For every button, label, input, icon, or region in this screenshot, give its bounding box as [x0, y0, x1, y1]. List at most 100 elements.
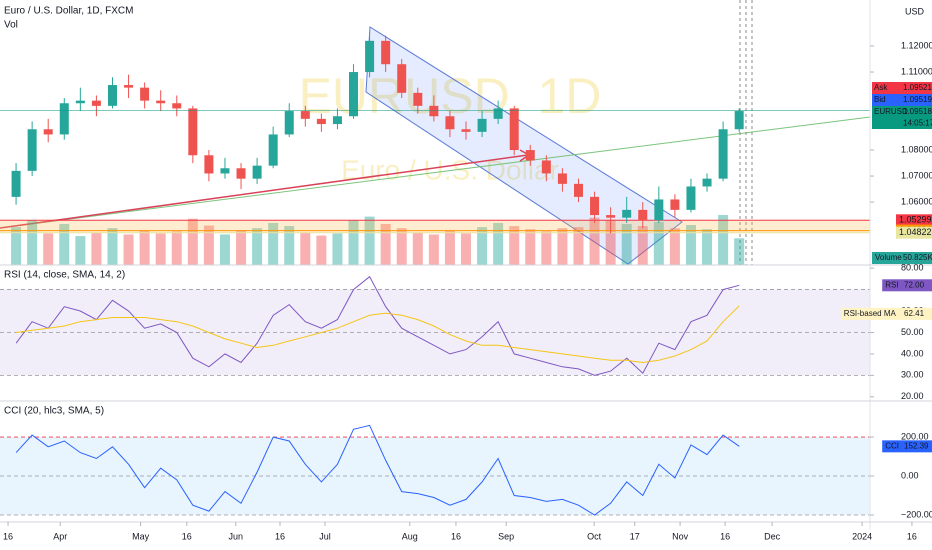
volume-bar — [396, 228, 407, 265]
level-tag-label: 1.04822 — [899, 227, 932, 237]
candle-body — [590, 196, 600, 216]
series-value-tag — [902, 307, 932, 320]
y-tick-label: 20.00 — [901, 391, 924, 401]
x-tick-label: 16 — [720, 531, 730, 541]
y-tick-label: 200.00 — [901, 431, 929, 441]
y-tick-label: 1.08000 — [901, 144, 932, 154]
x-tick-label: 16 — [3, 531, 13, 541]
volume-bar — [509, 226, 520, 265]
arrow-line — [0, 154, 529, 229]
series-name-tag — [882, 440, 902, 453]
candle-body — [702, 178, 712, 187]
plot-layer — [0, 33, 870, 516]
candle-body — [252, 165, 262, 179]
x-tick-label: 16 — [182, 531, 192, 541]
volume-title: Vol — [4, 20, 18, 31]
candle-body — [140, 87, 150, 101]
pane-title: CCI (20, hlc3, SMA, 5) — [4, 406, 104, 417]
volume-bar — [653, 221, 664, 265]
y-tick-label: 0.00 — [901, 470, 919, 480]
series-name: CCI — [885, 441, 899, 450]
volume-bar — [91, 232, 102, 265]
series-value-tag — [902, 440, 932, 453]
volume-bar — [75, 236, 86, 265]
volume-bar — [702, 229, 713, 265]
series-name-tag — [882, 279, 902, 292]
level-tag — [896, 226, 932, 239]
indicator-line — [16, 305, 740, 364]
indicator-line — [15, 275, 740, 376]
candle-body — [573, 183, 583, 197]
y-tick-label: 1.07000 — [901, 170, 932, 180]
volume-bar — [669, 228, 680, 265]
candle-body — [686, 186, 696, 210]
candle-body — [365, 40, 375, 73]
series-name: RSI — [885, 280, 898, 289]
price-tag-value: 1.09519 — [903, 95, 932, 104]
volume-tag-value: 50.825K — [903, 253, 932, 262]
price-tag — [872, 82, 932, 94]
candle-body — [734, 111, 744, 130]
candle-body — [606, 215, 616, 218]
currency: USD — [905, 6, 925, 16]
zone-band — [0, 220, 870, 233]
series-name: RSI-based MA — [844, 309, 897, 318]
x-tick-label: 16 — [275, 531, 285, 541]
volume-bar — [219, 234, 230, 265]
candle-body — [493, 108, 503, 119]
volume-bar — [621, 223, 632, 265]
y-tick-label: 1.12000 — [901, 40, 932, 50]
candle-body — [638, 209, 648, 221]
candle-body — [27, 129, 37, 171]
candle-body — [477, 118, 487, 132]
candle-body — [654, 199, 664, 221]
candle-body — [188, 108, 198, 156]
volume-bar — [589, 217, 600, 265]
volume-bar — [734, 238, 745, 265]
volume-bar — [412, 232, 423, 265]
x-tick-label: Nov — [672, 531, 689, 541]
price-tag-name: Ask — [874, 83, 888, 92]
candle-body — [541, 160, 551, 174]
volume-bar — [348, 220, 359, 265]
level-tag — [896, 214, 932, 227]
series-value: 62.41 — [904, 309, 925, 318]
candle-body — [220, 168, 230, 174]
pane-title: RSI (14, close, SMA, 14, 2) — [4, 270, 125, 281]
x-tick-label: Jun — [229, 531, 244, 541]
x-tick-label: Jul — [319, 531, 331, 541]
y-tick-label: 30.00 — [901, 370, 924, 380]
volume-bar — [637, 226, 648, 265]
candle-body — [461, 129, 471, 132]
series-value-tag — [902, 279, 932, 292]
volume-bar — [477, 227, 488, 265]
candle-body — [124, 85, 134, 88]
candle-body — [11, 170, 21, 197]
volume-bar — [107, 228, 118, 265]
candle-body — [509, 108, 519, 151]
axis-layer: Euro / U.S. Dollar, 1D, FXCM Vol USD 1.0… — [3, 6, 932, 541]
series-value: 72.00 — [904, 280, 925, 289]
candle-body — [622, 209, 632, 218]
volume-bar — [364, 216, 375, 265]
volume-bar — [187, 218, 198, 265]
volume-bar — [493, 222, 504, 265]
candle-body — [268, 134, 278, 166]
y-tick-label: −200.00 — [901, 509, 932, 519]
price-tag-name: EURUSD — [874, 107, 908, 116]
series-name-tag — [840, 307, 902, 320]
x-tick-label: Dec — [764, 531, 781, 541]
y-tick-label: 50.00 — [901, 327, 924, 337]
price-tag — [872, 94, 932, 106]
x-tick-label: May — [132, 531, 150, 541]
volume-bar — [332, 233, 343, 265]
candle-body — [316, 118, 326, 125]
countdown-bg — [872, 118, 932, 129]
x-tick-label: Oct — [587, 531, 602, 541]
x-tick-label: Apr — [53, 531, 67, 541]
volume-bar — [316, 235, 327, 265]
volume-bar — [27, 220, 38, 265]
volume-bar — [557, 228, 568, 265]
